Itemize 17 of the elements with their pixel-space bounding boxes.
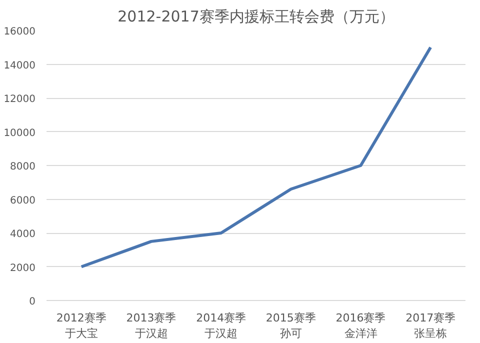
y-tick-label: 2000 — [10, 262, 36, 274]
y-tick-label: 16000 — [4, 26, 36, 38]
x-tick-label: 2015赛季孙可 — [266, 312, 316, 340]
y-tick-label: 4000 — [10, 229, 36, 240]
x-tick-label: 2016赛季金洋洋 — [336, 312, 386, 340]
x-tick-label: 2012赛季于大宝 — [56, 312, 106, 340]
y-tick-label: 0 — [29, 296, 36, 308]
y-tick-label: 8000 — [10, 162, 36, 172]
x-tick-label: 2017赛季张呈栋 — [406, 312, 456, 340]
y-tick-label: 10000 — [4, 128, 36, 139]
line-series — [80, 46, 432, 268]
y-tick-label: 12000 — [4, 94, 36, 105]
y-tick-label: 6000 — [10, 195, 36, 206]
x-tick-label: 2014赛季于汉超 — [196, 312, 246, 340]
x-tick-label: 2013赛季于汉超 — [126, 312, 176, 340]
chart-title: 2012-2017赛季内援标王转会费（万元） — [118, 8, 394, 26]
y-tick-label: 14000 — [4, 60, 36, 72]
